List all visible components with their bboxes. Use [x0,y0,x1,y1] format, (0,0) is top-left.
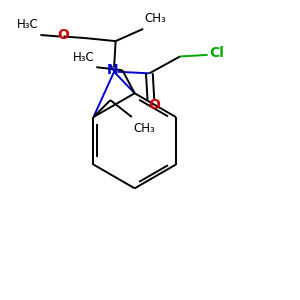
Text: O: O [57,28,69,42]
Text: H₃C: H₃C [17,18,39,31]
Text: CH₃: CH₃ [145,12,167,25]
Text: H₃C: H₃C [73,50,95,64]
Text: Cl: Cl [209,46,224,60]
Text: O: O [148,98,160,112]
Text: N: N [107,63,118,77]
Text: CH₃: CH₃ [134,122,155,135]
